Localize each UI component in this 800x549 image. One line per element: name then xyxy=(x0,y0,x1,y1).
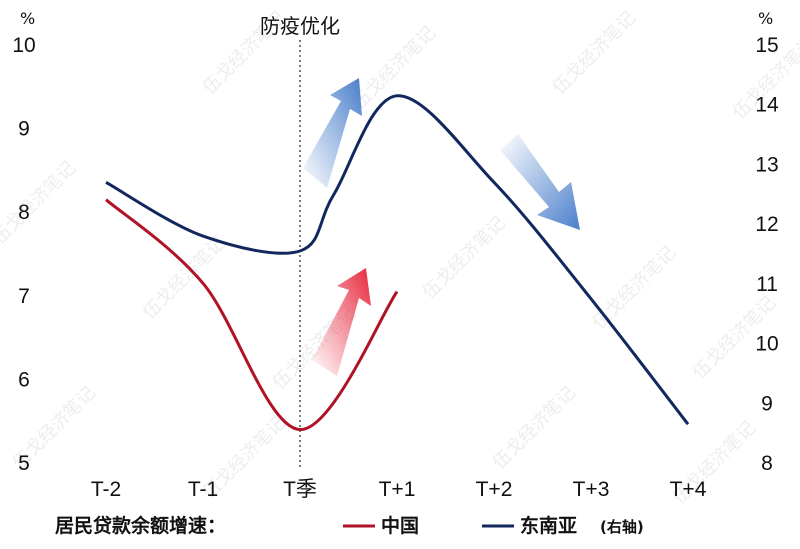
legend: 居民贷款余额增速： 中国 东南亚 (右轴) xyxy=(55,514,644,537)
legend-label-china: 中国 xyxy=(381,514,419,537)
watermark-text: 伍戈经济笔记 xyxy=(549,7,640,98)
left-tick-label: 9 xyxy=(18,118,30,141)
left-tick-label: 5 xyxy=(18,452,30,475)
right-tick-label: 14 xyxy=(755,94,779,117)
legend-label-southeast-asia: 东南亚 xyxy=(520,514,577,537)
left-tick-label: 6 xyxy=(18,368,30,391)
left-axis-unit: % xyxy=(20,9,35,28)
watermark-text: 伍戈经济笔记 xyxy=(0,157,80,248)
right-tick-label: 15 xyxy=(755,34,778,57)
watermark-text: 伍戈经济笔记 xyxy=(139,232,230,323)
right-tick-label: 8 xyxy=(761,452,773,475)
x-tick-label: T-1 xyxy=(188,478,218,501)
right-tick-label: 9 xyxy=(761,392,773,415)
right-axis-ticks: 15 14 13 12 11 10 9 8 xyxy=(755,34,779,475)
right-tick-label: 10 xyxy=(755,333,778,356)
watermark-text: 伍戈经济笔记 xyxy=(589,242,680,333)
right-tick-label: 13 xyxy=(755,153,778,176)
watermark-text: 伍戈经济笔记 xyxy=(349,22,440,113)
right-tick-label: 12 xyxy=(755,213,778,236)
legend-title: 居民贷款余额增速： xyxy=(55,514,226,537)
trend-arrows xyxy=(303,78,580,376)
annotation-label: 防疫优化 xyxy=(260,14,340,38)
watermark-text: 伍戈经济笔记 xyxy=(489,382,580,473)
x-tick-label: T+1 xyxy=(379,478,416,501)
x-tick-label: T+4 xyxy=(670,478,707,501)
blue-up-arrow-left xyxy=(303,78,362,188)
red-up-arrow xyxy=(312,268,371,376)
watermark-text: 伍戈经济笔记 xyxy=(419,212,510,303)
left-axis-ticks: 10 9 8 7 6 5 xyxy=(12,34,35,475)
right-tick-label: 11 xyxy=(756,273,778,296)
right-axis-unit: % xyxy=(758,9,773,28)
left-tick-label: 7 xyxy=(18,285,30,308)
legend-axis-note: (右轴) xyxy=(600,518,644,536)
blue-down-arrow xyxy=(500,134,580,230)
x-tick-label: T-2 xyxy=(91,478,121,501)
series-line-china xyxy=(105,198,399,432)
x-axis-ticks: T-2 T-1 T季 T+1 T+2 T+3 T+4 xyxy=(91,478,707,501)
x-tick-label: T+2 xyxy=(476,478,513,501)
x-tick-label: T+3 xyxy=(573,478,610,501)
left-tick-label: 8 xyxy=(18,201,30,224)
series-line-southeast-asia xyxy=(105,94,690,426)
left-tick-label: 10 xyxy=(12,34,35,57)
x-tick-label: T季 xyxy=(283,478,317,501)
